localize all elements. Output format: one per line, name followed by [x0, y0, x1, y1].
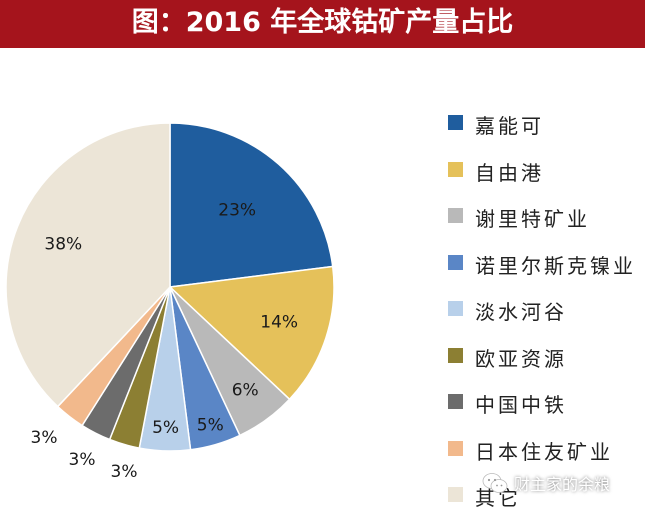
data-label-7: 3% [69, 450, 96, 470]
legend-swatch [448, 440, 463, 456]
legend-swatch [448, 487, 463, 502]
legend-label: 自由港 [475, 160, 544, 185]
legend-swatch [448, 394, 463, 409]
legend-label: 诺里尔斯克镍业 [475, 253, 636, 278]
watermark: 财主家的余粮 [482, 470, 610, 496]
pie-slice-1 [169, 122, 334, 288]
legend-swatch [448, 161, 463, 177]
legend-swatch [448, 347, 463, 363]
data-label-4: 5% [197, 416, 224, 436]
data-label-5: 5% [152, 418, 179, 438]
legend-swatch [448, 301, 463, 316]
legend-label: 淡水河谷 [475, 300, 567, 324]
legend-label: 嘉能可 [475, 114, 544, 138]
legend-label: 谢里特矿业 [475, 207, 590, 231]
legend-label: 欧亚资源 [475, 346, 567, 371]
legend-swatch [448, 208, 463, 223]
pie-chart: 23% 14% 6% 5% 5% 3% 3% 3% 38% [5, 122, 335, 482]
title-bar: 图：2016 年全球钴矿产量占比 [0, 0, 645, 48]
legend-label: 中国中铁 [475, 393, 567, 417]
data-label-2: 14% [260, 313, 298, 333]
data-label-8: 3% [31, 428, 58, 448]
legend-swatch [448, 254, 463, 270]
data-label-1: 23% [218, 201, 256, 221]
wechat-icon [482, 473, 508, 493]
pie-slice-9 [5, 122, 171, 408]
data-label-6: 3% [111, 462, 138, 482]
data-label-9: 38% [44, 235, 82, 255]
data-label-3: 6% [232, 381, 259, 401]
pie-slice-2 [168, 265, 335, 401]
legend-swatch [448, 115, 463, 130]
chart-title: 图：2016 年全球钴矿产量占比 [131, 7, 514, 38]
watermark-text: 财主家的余粮 [514, 475, 611, 494]
legend-label: 日本住友矿业 [475, 439, 613, 464]
